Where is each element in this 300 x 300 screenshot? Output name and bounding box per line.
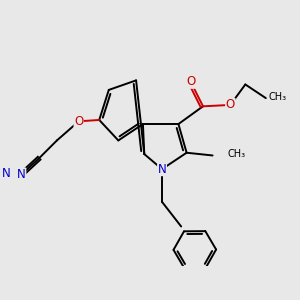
Text: CH₃: CH₃: [228, 149, 246, 159]
Text: O: O: [186, 75, 195, 88]
Text: O: O: [226, 98, 235, 111]
Text: O: O: [74, 115, 83, 128]
Text: CH₃: CH₃: [268, 92, 286, 102]
Text: N: N: [158, 163, 167, 176]
Text: N: N: [17, 168, 26, 181]
Text: N: N: [2, 167, 11, 180]
